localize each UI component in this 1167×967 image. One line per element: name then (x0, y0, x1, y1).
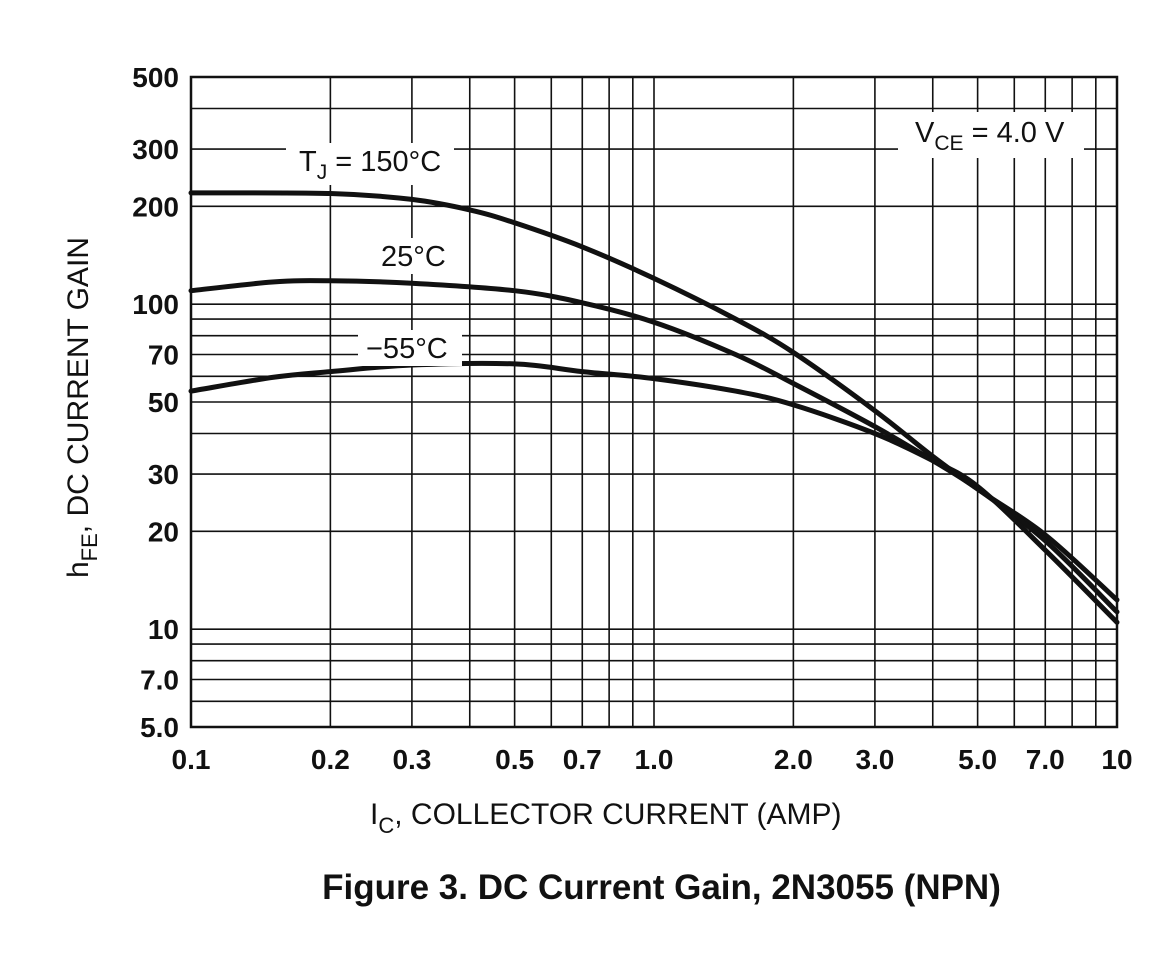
y-tick-label: 300 (132, 134, 179, 165)
y-tick-label: 500 (132, 62, 179, 93)
curve-minus-55c (188, 360, 1120, 625)
y-tick-label: 70 (148, 340, 179, 371)
label-bg-vce (898, 112, 1084, 158)
x-tick-label: 0.5 (495, 744, 534, 775)
label-bg-m55c (358, 330, 462, 366)
y-axis-label: hFE, DC CURRENT GAIN (62, 237, 102, 578)
y-tick-label: 20 (148, 516, 179, 547)
figure-caption: Figure 3. DC Current Gain, 2N3055 (NPN) (322, 868, 1001, 907)
x-tick-label: 0.2 (311, 744, 350, 775)
label-bg-150c (286, 143, 454, 185)
y-tick-label: 30 (148, 459, 179, 490)
y-tick-label: 5.0 (140, 712, 179, 743)
x-axis-label: IC, COLLECTOR CURRENT (AMP) (370, 798, 842, 838)
x-tick-label: 5.0 (958, 744, 997, 775)
series-label-m55c: −55°C (366, 333, 448, 365)
x-tick-label: 0.7 (563, 744, 602, 775)
x-tick-label: 0.3 (392, 744, 431, 775)
y-tick-label: 100 (132, 289, 179, 320)
curves (188, 190, 1120, 625)
x-tick-label: 7.0 (1026, 744, 1065, 775)
series-label-150c: TJ = 150°C (299, 146, 441, 184)
x-tick-label: 0.1 (172, 744, 211, 775)
y-tick-label: 10 (148, 614, 179, 645)
plot-frame (189, 75, 1119, 729)
vce-annotation: VCE = 4.0 V (915, 117, 1065, 155)
x-tick-label: 10 (1101, 744, 1132, 775)
x-tick-label: 2.0 (774, 744, 813, 775)
y-tick-label: 200 (132, 191, 179, 222)
series-label-25c: 25°C (381, 241, 446, 273)
x-tick-label: 1.0 (635, 744, 674, 775)
y-tick-label: 50 (148, 387, 179, 418)
y-tick-label: 7.0 (140, 665, 179, 696)
x-tick-label: 3.0 (855, 744, 894, 775)
label-bg-25c (370, 238, 462, 274)
tick-labels: 0.1 0.2 0.3 0.5 0.7 1.0 2.0 3.0 5.0 7.0 10 5.0 7.0 10… (132, 62, 1132, 775)
